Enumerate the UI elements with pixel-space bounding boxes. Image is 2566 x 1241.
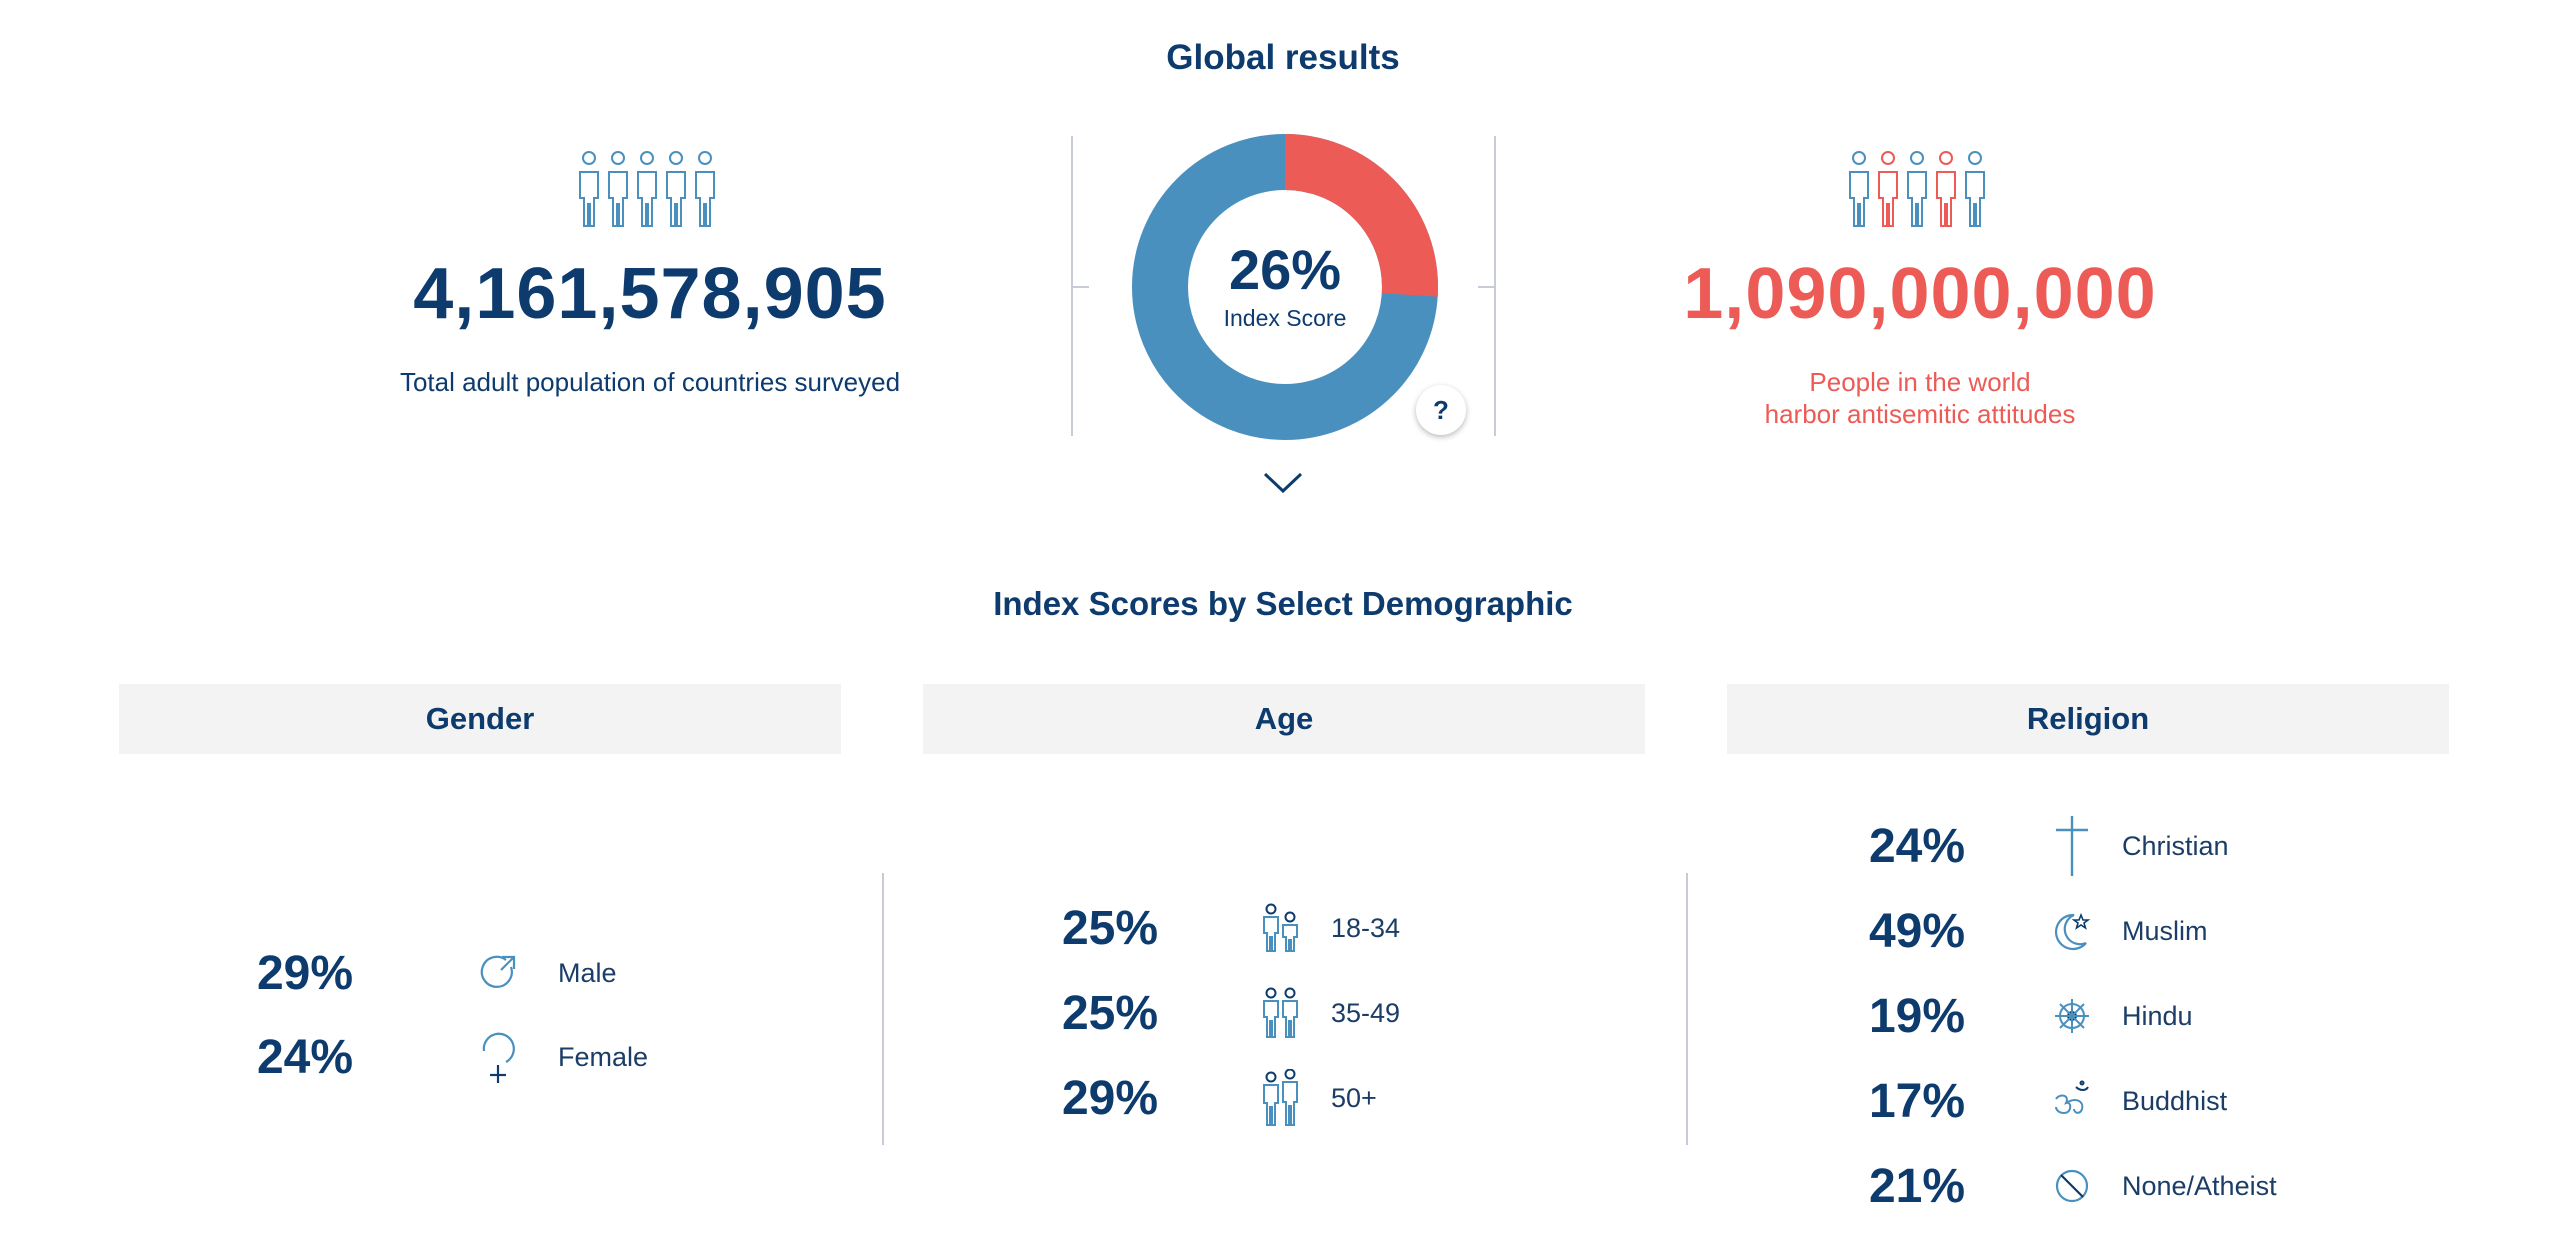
religion-christian-label: Christian — [2122, 830, 2229, 861]
people-pair-icon — [1241, 987, 1321, 1039]
religion-hindu-label: Hindu — [2122, 1000, 2193, 1031]
column-divider — [882, 873, 884, 1145]
gender-female-pct: 24% — [256, 1030, 354, 1084]
age-list: 25% 18-34 25% 35-49 29% 50+ — [1035, 898, 1400, 1153]
religion-muslim-pct: 49% — [1868, 904, 1966, 958]
people-group-icon — [330, 150, 970, 230]
page-title: Global results — [1166, 38, 1400, 77]
age-18-34-pct: 25% — [1061, 901, 1159, 955]
religion-row-christian: 24% Christian — [1842, 816, 2277, 876]
divider-stub-left — [1073, 286, 1089, 288]
religion-list: 24% Christian 49% Muslim 19% Hindu 17% — [1842, 816, 2277, 1241]
religion-none-atheist-pct: 21% — [1868, 1159, 1966, 1213]
gender-female-label: Female — [558, 1041, 649, 1072]
gender-row-male: 29% Male — [230, 943, 648, 1003]
gender-male-pct: 29% — [256, 946, 354, 1000]
demographics-title: Index Scores by Select Demographic — [993, 585, 1573, 622]
gender-header: Gender — [119, 684, 841, 754]
religion-hindu-pct: 19% — [1868, 989, 1966, 1043]
religion-row-muslim: 49% Muslim — [1842, 901, 2277, 961]
gender-row-female: 24% Female — [230, 1027, 648, 1087]
male-icon — [458, 951, 538, 995]
age-row-50-plus: 29% 50+ — [1035, 1068, 1400, 1128]
crescent-star-icon — [2032, 909, 2112, 953]
total-population-stat: 4,161,578,905 Total adult population of … — [330, 150, 970, 398]
people-pair-icon — [1241, 1069, 1321, 1127]
religion-buddhist-pct: 17% — [1868, 1074, 1966, 1128]
people-pair-icon — [1241, 903, 1321, 953]
age-header: Age — [923, 684, 1645, 754]
antisemitic-attitudes-stat: 1,090,000,000 People in the world harbor… — [1600, 150, 2240, 430]
age-50-plus-pct: 29% — [1061, 1071, 1159, 1125]
divider-stub-right — [1478, 286, 1494, 288]
index-score-donut — [1130, 132, 1440, 442]
chevron-down-icon[interactable] — [1262, 470, 1304, 496]
caption-line-1: People in the world — [1809, 367, 2031, 397]
total-population-caption: Total adult population of countries surv… — [399, 367, 901, 397]
no-religion-icon — [2032, 1166, 2112, 1206]
people-group-highlight-icon — [1600, 150, 2240, 230]
divider-left — [1071, 136, 1073, 436]
total-population-value: 4,161,578,905 — [413, 254, 887, 334]
female-icon — [458, 1029, 538, 1085]
cross-icon — [2032, 814, 2112, 878]
age-35-49-label: 35-49 — [1331, 997, 1401, 1028]
antisemitic-attitudes-caption: People in the world harbor antisemitic a… — [1600, 366, 2240, 430]
religion-none-atheist-label: None/Atheist — [2122, 1170, 2277, 1201]
age-row-18-34: 25% 18-34 — [1035, 898, 1400, 958]
gender-list: 29% Male 24% Female — [230, 943, 648, 1111]
religion-christian-pct: 24% — [1868, 819, 1966, 873]
age-50-plus-label: 50+ — [1331, 1082, 1377, 1113]
divider-right — [1494, 136, 1496, 436]
help-button[interactable]: ? — [1416, 385, 1466, 435]
om-icon — [2032, 1079, 2112, 1123]
religion-row-buddhist: 17% Buddhist — [1842, 1071, 2277, 1131]
dharma-wheel-icon — [2032, 996, 2112, 1036]
antisemitic-attitudes-value: 1,090,000,000 — [1683, 254, 2157, 334]
column-divider — [1686, 873, 1688, 1145]
religion-buddhist-label: Buddhist — [2122, 1085, 2228, 1116]
index-score-value: 26% — [1228, 238, 1342, 301]
age-row-35-49: 25% 35-49 — [1035, 983, 1400, 1043]
religion-row-none-atheist: 21% None/Atheist — [1842, 1156, 2277, 1216]
religion-row-hindu: 19% Hindu — [1842, 986, 2277, 1046]
gender-male-label: Male — [558, 957, 617, 988]
age-18-34-label: 18-34 — [1331, 912, 1401, 943]
donut-score-segment — [1132, 134, 1438, 440]
religion-header: Religion — [1727, 684, 2449, 754]
religion-muslim-label: Muslim — [2122, 915, 2208, 946]
index-score-label: Index Score — [1223, 305, 1347, 331]
age-35-49-pct: 25% — [1061, 986, 1159, 1040]
caption-line-2: harbor antisemitic attitudes — [1764, 399, 2076, 429]
